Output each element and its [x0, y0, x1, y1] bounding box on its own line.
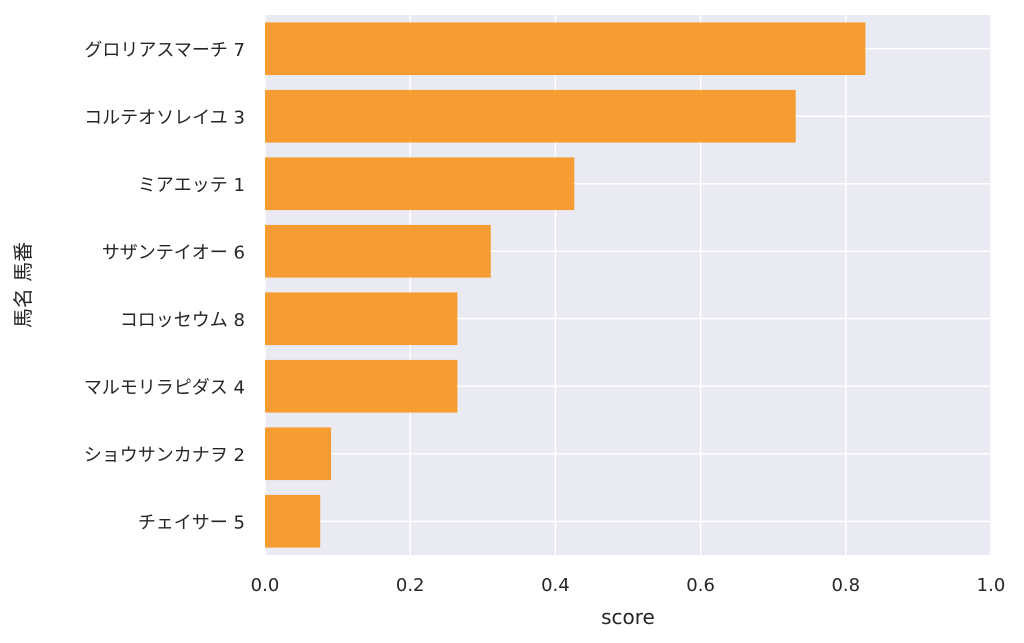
y-tick-label: マルモリラピダス 4 — [84, 377, 245, 398]
bars — [265, 22, 866, 548]
bar — [265, 224, 491, 278]
y-tick-label: グロリアスマーチ 7 — [84, 40, 245, 61]
y-tick-label: コロッセウム 8 — [120, 310, 245, 331]
x-tick-label: 0.2 — [396, 575, 425, 596]
y-tick-label: ミアエッテ 1 — [138, 175, 245, 196]
y-tick-label: コルテオソレイユ 3 — [84, 107, 245, 128]
x-tick-label: 0.4 — [541, 575, 570, 596]
y-tick-label: サザンテイオー 6 — [102, 242, 245, 263]
x-tick-label: 0.0 — [251, 575, 280, 596]
bar — [265, 22, 866, 76]
x-tick-labels: 0.0 0.2 0.4 0.6 0.8 1.0 — [251, 575, 1006, 596]
bar — [265, 427, 332, 481]
bar — [265, 292, 458, 346]
x-axis-label: score — [601, 605, 655, 629]
y-axis-label: 馬名 馬番 — [11, 242, 35, 328]
bar — [265, 494, 321, 548]
y-tick-labels: グロリアスマーチ 7 コルテオソレイユ 3 ミアエッテ 1 サザンテイオー 6 コロッセ… — [84, 40, 245, 534]
bar — [265, 359, 458, 413]
y-tick-label: チェイサー 5 — [138, 512, 245, 533]
x-tick-label: 0.8 — [831, 575, 860, 596]
x-tick-label: 0.6 — [686, 575, 715, 596]
x-tick-label: 1.0 — [977, 575, 1006, 596]
bar — [265, 157, 575, 211]
bar — [265, 89, 796, 143]
y-tick-label: ショウサンカナヲ 2 — [84, 445, 245, 466]
